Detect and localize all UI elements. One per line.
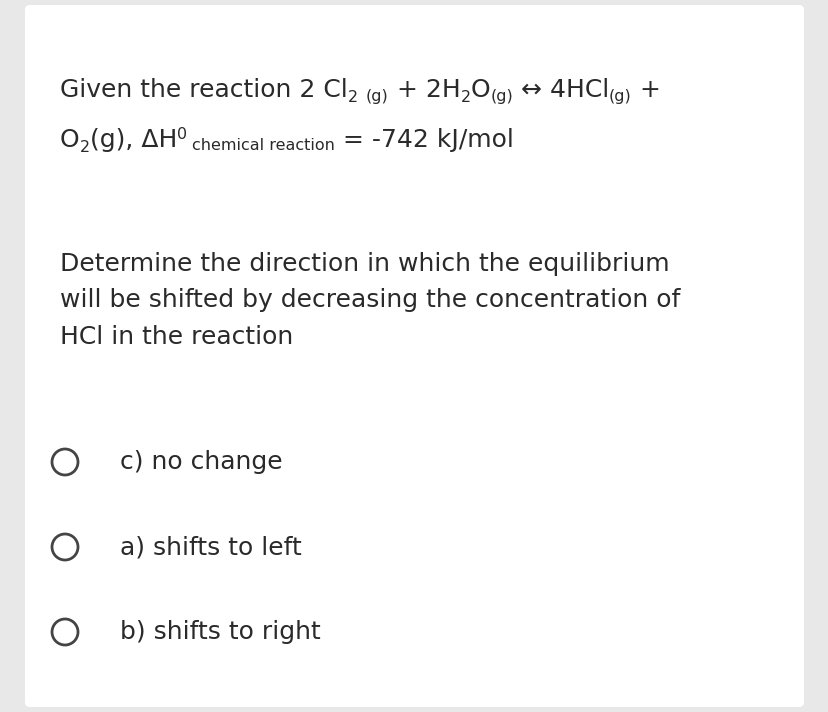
Text: (g), ΔH: (g), ΔH <box>89 128 177 152</box>
Text: (g): (g) <box>489 89 513 104</box>
Text: = -742 kJ/mol: = -742 kJ/mol <box>335 128 513 152</box>
Text: a) shifts to left: a) shifts to left <box>120 535 301 559</box>
Text: 2: 2 <box>347 90 358 105</box>
Text: Given the reaction 2 Cl: Given the reaction 2 Cl <box>60 78 347 102</box>
Text: + 2H: + 2H <box>388 78 460 102</box>
Text: b) shifts to right: b) shifts to right <box>120 620 320 644</box>
Text: O: O <box>470 78 489 102</box>
Text: 2: 2 <box>79 140 89 155</box>
Text: ↔ 4HCl: ↔ 4HCl <box>513 78 609 102</box>
Text: (g): (g) <box>365 89 388 104</box>
Text: 2: 2 <box>460 90 470 105</box>
Text: +: + <box>631 78 660 102</box>
Text: c) no change: c) no change <box>120 450 282 474</box>
Text: 0: 0 <box>177 127 187 142</box>
Text: chemical reaction: chemical reaction <box>192 138 335 153</box>
Text: O: O <box>60 128 79 152</box>
Text: (g): (g) <box>609 89 631 104</box>
FancyBboxPatch shape <box>25 5 803 707</box>
Text: Determine the direction in which the equilibrium
will be shifted by decreasing t: Determine the direction in which the equ… <box>60 252 680 349</box>
